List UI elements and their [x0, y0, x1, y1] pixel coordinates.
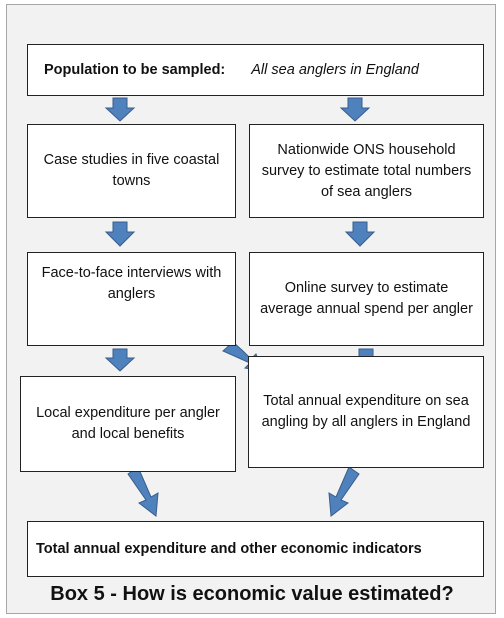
arrow: [339, 97, 371, 122]
arrow: [104, 97, 136, 122]
node-label: Case studies in five coastal towns: [43, 152, 220, 189]
node-detail: All sea anglers in England: [251, 61, 419, 78]
node-box: Face-to-face interviews with anglers: [27, 252, 236, 346]
node-box: Nationwide ONS household survey to estim…: [249, 124, 484, 218]
node-box: Population to be sampled: All sea angler…: [27, 44, 484, 96]
node-label: Population to be sampled:: [44, 61, 226, 78]
node-box: Total annual expenditure and other econo…: [27, 521, 484, 577]
node-box: Total annual expenditure on sea angling …: [248, 356, 484, 468]
arrow: [104, 221, 136, 247]
node-label: Total annual expenditure on sea angling …: [261, 393, 471, 430]
node-box: Case studies in five coastal towns: [27, 124, 236, 218]
arrow: [328, 466, 360, 517]
node-box: Online survey to estimate average annual…: [249, 252, 484, 346]
node-label: Nationwide ONS household survey to estim…: [261, 141, 472, 200]
node-box: Local expenditure per angler and local b…: [20, 376, 236, 472]
arrow: [344, 221, 376, 247]
node-label: Face-to-face interviews with anglers: [41, 265, 222, 302]
node-label: Total annual expenditure and other econo…: [36, 540, 422, 557]
node-label: Online survey to estimate average annual…: [260, 280, 473, 317]
arrow-group: [104, 97, 382, 517]
caption: Box 5 - How is economic value estimated?: [50, 583, 454, 605]
node-label: Local expenditure per angler and local b…: [36, 405, 220, 442]
arrow: [127, 466, 159, 517]
arrow: [104, 348, 136, 372]
